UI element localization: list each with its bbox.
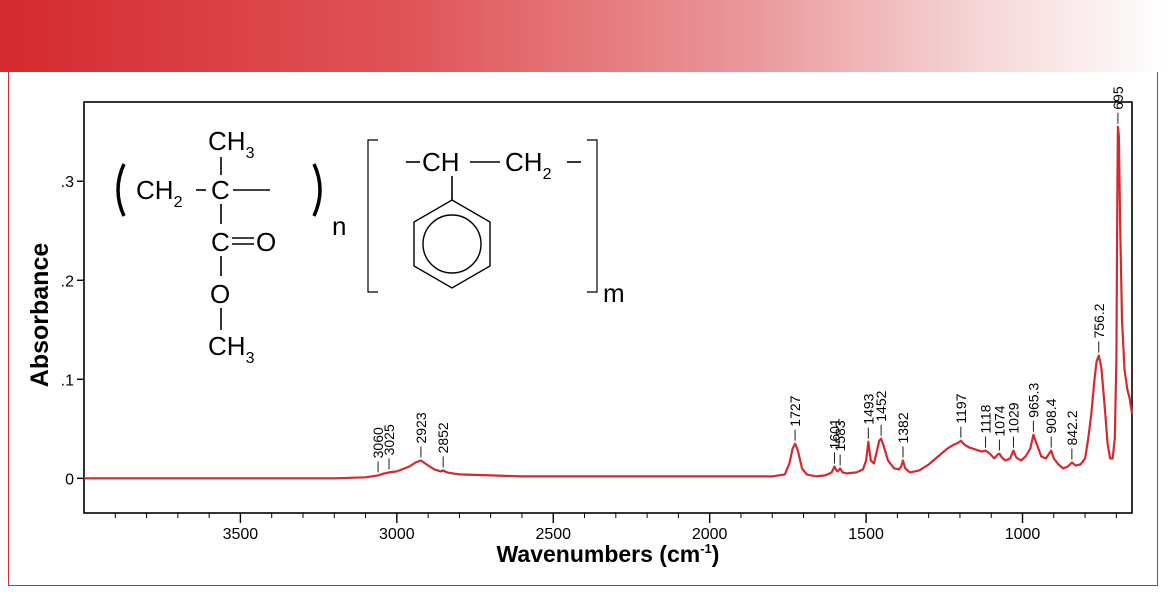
peak-label: 1029: [1005, 402, 1021, 433]
x-axis-title: Wavenumbers (cm-1): [497, 541, 720, 567]
x-tick-label: 2500: [535, 526, 571, 543]
spectrum-series-line: [84, 125, 1134, 480]
header-banner: [0, 0, 1168, 72]
y-tick-label: .1: [61, 372, 74, 389]
pmma-ch3-top: CH3: [208, 126, 255, 162]
x-tick-label: 3500: [223, 526, 259, 543]
pmma-ch3-bottom: CH3: [208, 331, 255, 367]
y-axis: 0 .1 .2 .3: [61, 174, 84, 488]
pmma-repeat-n: n: [332, 211, 346, 241]
benzene-aromatic-circle: [422, 214, 482, 274]
y-axis-title: Absorbance: [26, 243, 54, 388]
peak-label: 3025: [381, 424, 397, 455]
y-tick-label: .3: [61, 174, 74, 191]
benzene-ring: [413, 199, 491, 289]
x-tick-label: 2000: [692, 526, 728, 543]
figure-frame: [8, 72, 1158, 586]
peak-label: 1197: [953, 393, 969, 423]
ps-ch: CH: [422, 147, 460, 177]
peak-label: 756.2: [1091, 303, 1107, 338]
ps-ch2: CH2: [505, 147, 552, 183]
pmma-o-double: O: [256, 227, 276, 257]
peak-label: 1382: [895, 412, 911, 443]
peak-label: 3060: [370, 427, 386, 458]
pmma-right-paren: [312, 163, 322, 217]
peak-label: 1601: [826, 418, 842, 449]
y-tick-label: 0: [65, 471, 74, 488]
peak-label: 2852: [435, 422, 451, 453]
peak-label: 1583: [832, 420, 848, 451]
peak-label: 2923: [413, 412, 429, 443]
x-axis: 3500 3000 2500 2000 1500 1000: [114, 513, 1117, 543]
peak-label: 1118: [978, 404, 994, 433]
peak-label: 965.3: [1025, 383, 1041, 418]
x-tick-label: 1000: [1005, 526, 1041, 543]
pmma-left-paren: [116, 163, 126, 217]
peak-label: 695: [1110, 86, 1126, 110]
y-tick-label: .2: [61, 273, 74, 290]
ps-left-bracket: [367, 139, 378, 293]
peak-label: 908.4: [1043, 398, 1059, 433]
pmma-ch2: CH2: [136, 175, 183, 211]
peak-label: 842.2: [1064, 410, 1080, 445]
x-tick-label: 1500: [848, 526, 884, 543]
pmma-c-carbonyl: C: [211, 227, 230, 257]
pmma-structure: CH3 CH2 C C O O CH3 n: [116, 126, 346, 367]
ps-structure: CH CH2 m: [367, 139, 625, 308]
plot-area-border: [83, 101, 1133, 514]
peak-label: 1727: [787, 395, 803, 426]
ps-repeat-m: m: [603, 278, 625, 308]
pmma-o-ester: O: [210, 279, 230, 309]
x-tick-label: 3000: [379, 526, 415, 543]
pmma-c-center: C: [211, 175, 230, 205]
ps-right-bracket: [587, 139, 598, 293]
peak-label: 1074: [991, 405, 1007, 436]
peak-label: 1452: [873, 390, 889, 421]
x-axis-title-main: Wavenumbers (cm: [497, 541, 701, 567]
x-axis-title-close: ): [712, 541, 720, 567]
x-axis-title-superscript: -1: [700, 541, 712, 556]
peak-label: 1493: [860, 393, 876, 424]
